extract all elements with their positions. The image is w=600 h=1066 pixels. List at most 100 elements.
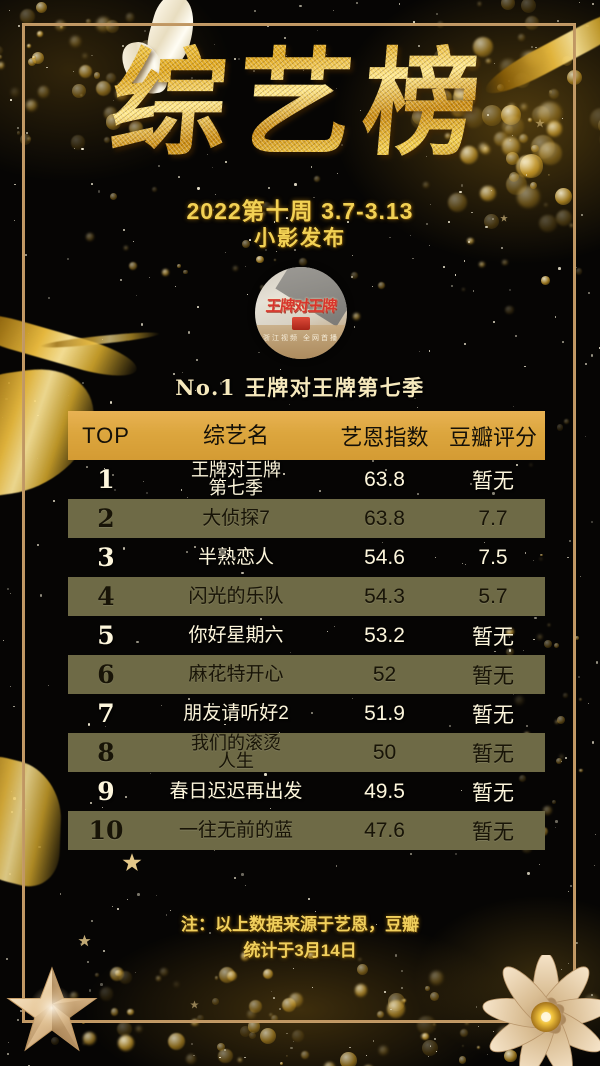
gold-bokeh-particle	[514, 1014, 521, 1021]
gold-sparkle-dot	[538, 863, 541, 866]
gold-bokeh-particle	[541, 275, 551, 285]
table-row[interactable]: 2 大侦探7 63.8 7.7	[68, 499, 545, 538]
gold-bokeh-particle	[214, 976, 219, 980]
cell-douban-score: 暂无	[472, 820, 514, 844]
table-row[interactable]: 3 半熟恋人 54.6 7.5	[68, 538, 545, 577]
gold-bokeh-particle	[554, 719, 560, 725]
gold-sparkle-dot	[464, 260, 466, 262]
gold-sparkle-dot	[555, 820, 558, 823]
gold-sparkle-dot	[591, 520, 594, 523]
gold-sparkle-dot	[11, 810, 14, 813]
gold-bokeh-particle	[501, 0, 515, 10]
gold-bokeh-particle	[256, 255, 264, 263]
gold-sparkle-dot	[591, 994, 593, 996]
corner-star-bottom-left	[6, 966, 98, 1052]
table-row[interactable]: 9 春日迟迟再出发 49.5 暂无	[68, 772, 545, 811]
gold-sparkle-dot	[578, 2, 580, 4]
gold-bokeh-particle	[526, 1005, 529, 1008]
gold-sparkle-dot	[332, 10, 334, 12]
gold-sparkle-dot	[311, 987, 313, 989]
gold-bokeh-particle	[313, 175, 321, 183]
gold-sparkle-dot	[529, 1042, 531, 1044]
gold-sparkle-dot	[540, 1009, 544, 1012]
gold-sparkle-dot	[521, 982, 523, 984]
gold-sparkle-dot	[197, 306, 199, 308]
cell-show-name: 大侦探7	[202, 508, 270, 529]
gold-bokeh-particle	[226, 970, 238, 982]
gold-bokeh-particle	[563, 693, 568, 698]
gold-sparkle-dot	[527, 872, 530, 875]
cell-yien-index: 52	[372, 662, 397, 686]
gold-bokeh-particle	[579, 697, 583, 701]
cell-show-name: 春日迟迟再出发	[169, 781, 303, 802]
gold-sparkle-dot	[477, 1025, 479, 1027]
gold-sparkle-dot	[560, 968, 563, 971]
gold-sparkle-dot	[412, 257, 414, 259]
gold-sparkle-dot	[490, 190, 492, 192]
gold-sparkle-dot	[455, 853, 458, 856]
table-row[interactable]: 8 我们的滚烫 人生 50 暂无	[68, 733, 545, 772]
gold-bokeh-particle	[425, 985, 431, 991]
gold-bokeh-particle	[521, 1038, 525, 1043]
table-row[interactable]: 7 朋友请听好2 51.9 暂无	[68, 694, 545, 733]
gold-bokeh-particle	[550, 1006, 559, 1015]
gold-bokeh-particle	[162, 269, 170, 277]
gold-sparkle-dot	[493, 1030, 495, 1032]
gold-bokeh-particle	[300, 1050, 309, 1059]
gold-bokeh-particle	[82, 1031, 96, 1045]
gold-sparkle-dot	[525, 173, 528, 176]
gold-sparkle-dot	[588, 292, 590, 294]
gold-bokeh-particle	[94, 972, 99, 977]
gold-bokeh-particle	[82, 1042, 86, 1046]
gold-sparkle-dot	[307, 898, 310, 901]
table-row[interactable]: 1 王牌对王牌 第七季 63.8 暂无	[68, 460, 545, 499]
gold-bokeh-particle	[547, 624, 550, 627]
gold-bokeh-particle	[128, 261, 137, 271]
gold-sparkle-dot	[299, 5, 302, 8]
source-note: 注：以上数据来源于艺恩，豆瓣 统计于3月14日	[0, 912, 600, 965]
gold-bokeh-particle	[280, 1061, 284, 1065]
table-row[interactable]: 4 闪光的乐队 54.3 5.7	[68, 577, 545, 616]
gold-sparkle-dot	[580, 576, 581, 577]
gold-bokeh-particle	[429, 971, 444, 985]
gold-sparkle-dot	[47, 684, 49, 686]
gold-sparkle-dot	[174, 285, 176, 287]
gold-sparkle-dot	[112, 906, 114, 907]
gold-bokeh-particle	[433, 1022, 437, 1027]
gold-bokeh-particle	[167, 1033, 185, 1051]
gold-bokeh-particle	[271, 1014, 279, 1022]
gold-sparkle-dot	[430, 1045, 432, 1047]
gold-sparkle-dot	[501, 1045, 504, 1048]
gold-sparkle-dot	[7, 1053, 10, 1056]
gold-bokeh-particle	[508, 171, 519, 182]
cell-yien-index: 53.2	[364, 623, 405, 647]
cell-douban-score: 暂无	[472, 781, 514, 805]
gold-sparkle-dot	[120, 279, 123, 282]
gold-bokeh-particle	[559, 755, 564, 760]
gold-bokeh-particle	[99, 986, 114, 1001]
table-row[interactable]: 5 你好星期六 53.2 暂无	[68, 616, 545, 655]
table-body: 1 王牌对王牌 第七季 63.8 暂无 2 大侦探7 63.8 7.7 3 半熟恋人 54.6 7.5 4…	[68, 460, 545, 850]
gold-bokeh-particle	[502, 259, 508, 265]
gold-bokeh-particle	[19, 8, 36, 25]
gold-bokeh-particle	[556, 716, 565, 725]
table-row[interactable]: 10 一往无前的蓝 47.6 暂无	[68, 811, 545, 850]
page-title-wrap: 综艺榜	[0, 36, 600, 173]
gold-bokeh-particle	[219, 967, 236, 984]
gold-bokeh-particle	[574, 635, 579, 640]
table-row[interactable]: 6 麻花特开心 52 暂无	[68, 655, 545, 694]
gold-sparkle-dot	[557, 20, 559, 23]
thumb-stage-floor	[255, 325, 347, 359]
gold-bokeh-particle	[69, 991, 78, 1000]
gold-bokeh-particle	[286, 1054, 289, 1057]
gold-sparkle-dot	[513, 1032, 516, 1035]
gold-bokeh-particle	[238, 1058, 243, 1063]
gold-sparkle-dot	[450, 1019, 452, 1021]
gold-sparkle-dot	[1, 416, 4, 419]
cell-rank: 9	[97, 777, 115, 806]
gold-bokeh-particle	[86, 19, 91, 24]
cell-show-name: 闪光的乐队	[188, 586, 284, 607]
gold-bokeh-particle	[212, 998, 219, 1006]
gold-bokeh-particle	[525, 16, 540, 31]
